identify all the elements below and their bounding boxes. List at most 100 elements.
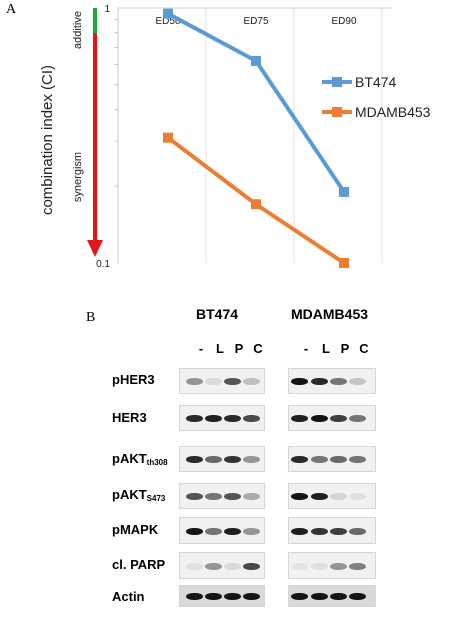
protein-band bbox=[186, 563, 203, 570]
blot-strip bbox=[288, 585, 376, 607]
row-label-pakt-th308: pAKTth308 bbox=[112, 451, 168, 467]
protein-band bbox=[291, 593, 308, 600]
lane-label-p: P bbox=[340, 341, 350, 356]
protein-band bbox=[330, 563, 347, 570]
blot-strip bbox=[179, 405, 265, 431]
blot-strip bbox=[288, 405, 376, 431]
protein-band bbox=[224, 528, 241, 535]
blot-strip bbox=[179, 552, 265, 579]
protein-band bbox=[291, 563, 308, 570]
blot-strip bbox=[179, 368, 265, 394]
x-category-label: ED50 bbox=[155, 16, 180, 27]
data-point-bt474 bbox=[251, 55, 261, 66]
protein-band bbox=[205, 415, 222, 422]
protein-band bbox=[243, 456, 260, 463]
protein-band bbox=[243, 563, 260, 570]
protein-band bbox=[243, 415, 260, 422]
protein-band bbox=[291, 528, 308, 535]
synergism-label: synergism bbox=[72, 152, 84, 202]
lane-label-c: C bbox=[253, 341, 263, 356]
blot-strip bbox=[288, 517, 376, 544]
series-line-bt474 bbox=[167, 11, 346, 194]
lane-label-control: - bbox=[303, 341, 309, 356]
protein-band bbox=[186, 415, 203, 422]
y-tick-label: 0.1 bbox=[96, 259, 110, 270]
lane-label-control: - bbox=[198, 341, 204, 356]
data-point-mdamb453 bbox=[339, 258, 349, 268]
x-category-label: ED90 bbox=[331, 16, 356, 27]
protein-band bbox=[311, 563, 328, 570]
lane-label-l: L bbox=[322, 341, 330, 356]
legend-swatch-marker bbox=[332, 77, 342, 87]
cell-line-header-mdamb453: MDAMB453 bbox=[291, 306, 369, 322]
protein-band bbox=[311, 415, 328, 422]
protein-band bbox=[349, 415, 366, 422]
row-label-actin: Actin bbox=[112, 589, 145, 604]
lane-label-c: C bbox=[359, 341, 369, 356]
y-axis-title: combination index (CI) bbox=[39, 65, 56, 215]
protein-band bbox=[349, 593, 366, 600]
protein-band bbox=[349, 493, 366, 500]
panel-b-label: B bbox=[86, 310, 96, 325]
protein-band bbox=[330, 528, 347, 535]
protein-band bbox=[311, 378, 328, 385]
protein-band bbox=[311, 456, 328, 463]
protein-band bbox=[291, 456, 308, 463]
x-category-label: ED75 bbox=[243, 16, 268, 27]
row-label-pmapk: pMAPK bbox=[112, 522, 159, 537]
protein-band bbox=[224, 593, 241, 600]
blot-strip bbox=[288, 446, 376, 472]
row-label-cl-parp: cl. PARP bbox=[112, 557, 166, 572]
lane-label-p: P bbox=[234, 341, 244, 356]
protein-band bbox=[330, 456, 347, 463]
blot-strip bbox=[179, 483, 265, 509]
protein-band bbox=[349, 456, 366, 463]
blot-strip bbox=[288, 552, 376, 579]
y-tick-label: 1 bbox=[104, 4, 110, 15]
protein-band bbox=[186, 493, 203, 500]
protein-band bbox=[330, 378, 347, 385]
data-point-bt474 bbox=[339, 186, 349, 197]
protein-band bbox=[311, 528, 328, 535]
protein-band bbox=[205, 456, 222, 463]
protein-band bbox=[330, 593, 347, 600]
protein-band bbox=[205, 528, 222, 535]
protein-band bbox=[224, 563, 241, 570]
data-point-mdamb453 bbox=[251, 199, 261, 210]
blot-strip bbox=[179, 517, 265, 544]
data-point-mdamb453 bbox=[163, 132, 173, 143]
protein-band bbox=[224, 378, 241, 385]
protein-band bbox=[291, 493, 308, 500]
protein-band bbox=[205, 563, 222, 570]
protein-band bbox=[330, 415, 347, 422]
row-label-pakt-s473: pAKTS473 bbox=[112, 487, 166, 503]
protein-band bbox=[243, 493, 260, 500]
protein-band bbox=[205, 493, 222, 500]
protein-band bbox=[311, 593, 328, 600]
data-point-bt474 bbox=[163, 8, 173, 19]
protein-band bbox=[186, 593, 203, 600]
blot-strip bbox=[179, 585, 265, 607]
protein-band bbox=[311, 493, 328, 500]
protein-band bbox=[224, 415, 241, 422]
protein-band bbox=[243, 593, 260, 600]
blot-strip bbox=[288, 483, 376, 509]
blot-strip bbox=[179, 446, 265, 472]
protein-band bbox=[205, 378, 222, 385]
legend-swatch-marker bbox=[332, 107, 342, 117]
protein-band bbox=[330, 493, 347, 500]
protein-band bbox=[243, 528, 260, 535]
protein-band bbox=[291, 415, 308, 422]
protein-band bbox=[349, 378, 366, 385]
protein-band bbox=[186, 378, 203, 385]
additive-label: additive bbox=[72, 11, 84, 49]
protein-band bbox=[349, 528, 366, 535]
arrow-head-icon bbox=[87, 240, 103, 257]
row-label-her3: HER3 bbox=[112, 410, 147, 425]
row-label-pher3: pHER3 bbox=[112, 372, 155, 387]
legend-label: MDAMB453 bbox=[355, 104, 431, 120]
protein-band bbox=[186, 456, 203, 463]
protein-band bbox=[349, 563, 366, 570]
protein-band bbox=[291, 378, 308, 385]
